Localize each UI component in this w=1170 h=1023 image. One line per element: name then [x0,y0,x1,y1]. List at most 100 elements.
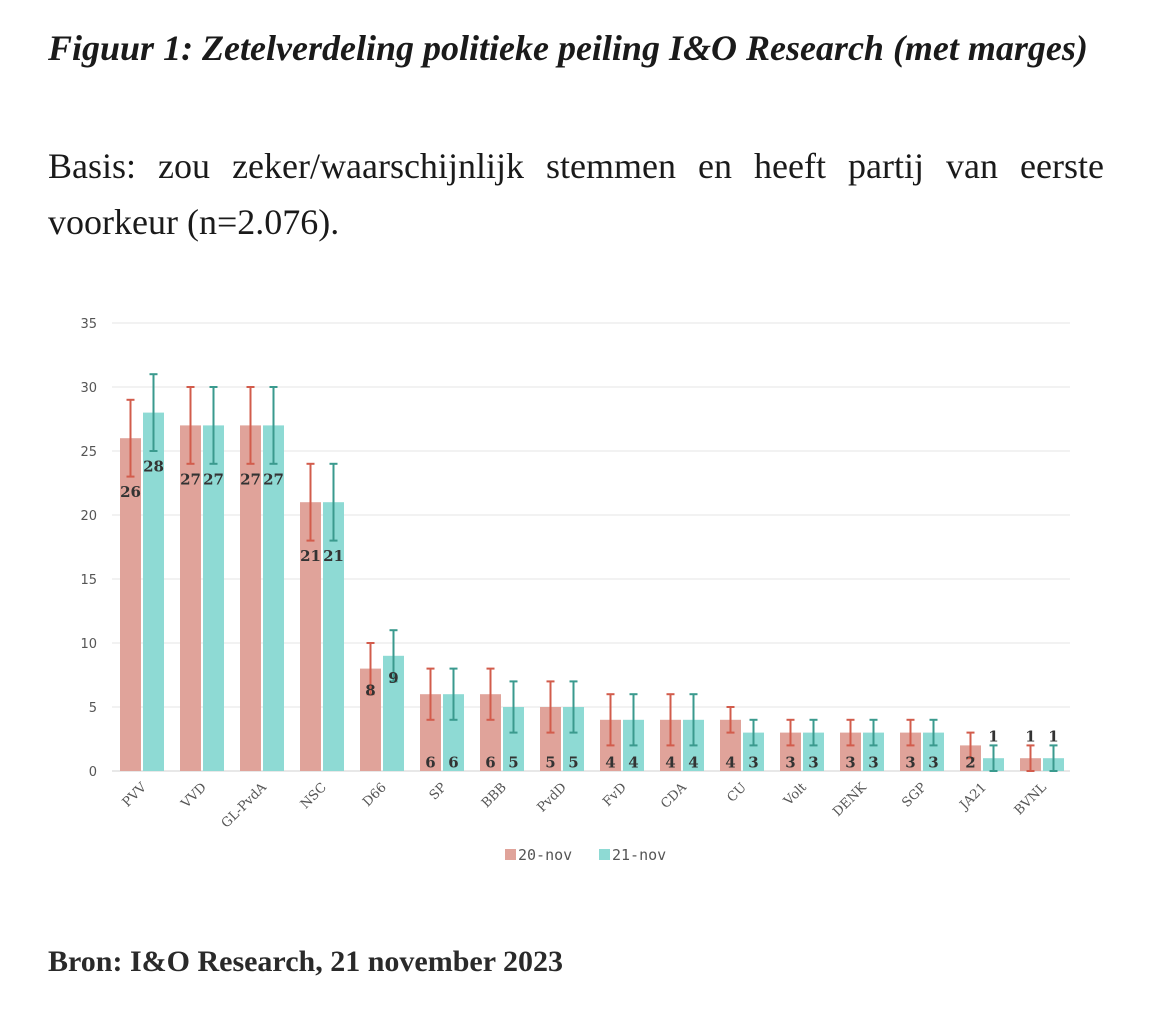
x-tick-label: VVD [178,780,210,812]
data-label: 4 [725,754,735,772]
data-label: 3 [868,754,878,772]
error-bar [929,718,938,747]
bar-20-nov-VVD [180,425,201,771]
data-label: 1 [988,727,998,745]
data-label: 3 [905,754,915,772]
error-bar [666,693,675,747]
figure-title: Figuur 1: Zetelverdeling politieke peili… [48,28,1088,68]
error-bar [989,744,998,772]
bar-21-nov-BBB [503,707,524,771]
data-label: 27 [203,470,224,488]
legend-label: 20-nov [518,846,572,864]
x-tick-label: SP [427,780,450,803]
y-tick-label: 30 [80,381,97,396]
bar-21-nov-CU [743,732,764,771]
bar-21-nov-DENK [863,732,884,771]
data-label: 27 [263,470,284,488]
data-label: 4 [605,754,615,772]
data-label: 3 [808,754,818,772]
x-tick-label: D66 [360,780,390,810]
error-bar [246,386,255,465]
data-label: 8 [365,682,375,700]
error-bar [846,718,855,747]
x-tick-label: SGP [899,780,930,811]
legend-swatch [505,849,516,860]
bar-21-nov-Volt [803,732,824,771]
bar-20-nov-D66 [360,668,381,771]
data-label: 26 [120,483,141,501]
x-tick-label: CDA [658,780,690,812]
error-bar [209,386,218,465]
legend: 20-nov 21-nov [505,846,666,864]
error-bar [1049,744,1058,772]
error-bar [366,642,375,696]
data-label: 21 [323,547,344,565]
error-bar [966,731,975,760]
bar-20-nov-NSC [300,502,321,771]
x-tick-label: CU [724,780,749,805]
error-bar [486,667,495,721]
error-bar [906,718,915,747]
x-tick-label: BBB [479,780,510,811]
data-label: 6 [425,754,435,772]
data-label: 21 [300,547,321,565]
x-tick-label: GL-PvdA [219,780,270,831]
error-bar [869,718,878,747]
bar-20-nov-BBB [480,694,501,771]
bar-20-nov-PvdD [540,707,561,771]
data-label: 5 [568,754,578,772]
error-bar [269,386,278,465]
data-label: 28 [143,457,164,475]
y-tick-label: 0 [89,765,97,780]
y-tick-label: 35 [80,317,97,332]
bar-20-nov-PVV [120,438,141,771]
bar-21-nov-SGP [923,732,944,771]
bar-21-nov-D66 [383,655,404,771]
x-tick-label: PVV [120,780,151,811]
bar-21-nov-SP [443,694,464,771]
error-bar [389,629,398,683]
bars [120,412,1064,771]
data-label: 27 [180,470,201,488]
data-label: 1 [1048,727,1058,745]
error-bar [149,373,158,452]
x-tick-label: NSC [298,780,330,812]
y-axis-ticks: 0 5 10 15 20 25 30 35 [80,317,97,780]
error-bar [126,398,135,478]
data-label: 5 [508,754,518,772]
bar-20-nov-Volt [780,732,801,771]
bar-21-nov-NSC [323,502,344,771]
bar-21-nov-GL-PvdA [263,425,284,771]
figure-subtitle: Basis: zou zeker/waarschijnlijk stemmen … [48,146,1104,242]
data-label: 4 [688,754,698,772]
error-bar [329,462,338,542]
y-tick-label: 5 [89,701,97,716]
error-bar [1026,744,1035,772]
error-bar [809,718,818,747]
figure-source: Bron: I&O Research, 21 november 2023 [48,945,563,978]
data-label: 4 [665,754,675,772]
legend-label: 21-nov [612,846,666,864]
data-label: 6 [448,754,458,772]
legend-swatch [599,849,610,860]
bar-20-nov-GL-PvdA [240,425,261,771]
bar-21-nov-PvdD [563,707,584,771]
data-label: 3 [748,754,758,772]
error-bar [726,706,735,734]
error-bar [749,718,758,747]
bar-20-nov-SP [420,694,441,771]
data-label: 2 [965,754,975,772]
error-bar [186,386,195,465]
bar-20-nov-CU [720,719,741,771]
error-bar [426,667,435,721]
error-bar [689,693,698,747]
x-tick-label: JA21 [956,780,990,814]
data-label: 27 [240,470,261,488]
bar-21-nov-PVV [143,412,164,771]
y-tick-label: 25 [80,445,97,460]
x-axis-labels: PVV VVD GL-PvdA NSC D66 SP BBB PvdD FvD CDA CU Volt… [120,780,1050,832]
error-bar [306,462,315,542]
y-tick-label: 15 [80,573,97,588]
